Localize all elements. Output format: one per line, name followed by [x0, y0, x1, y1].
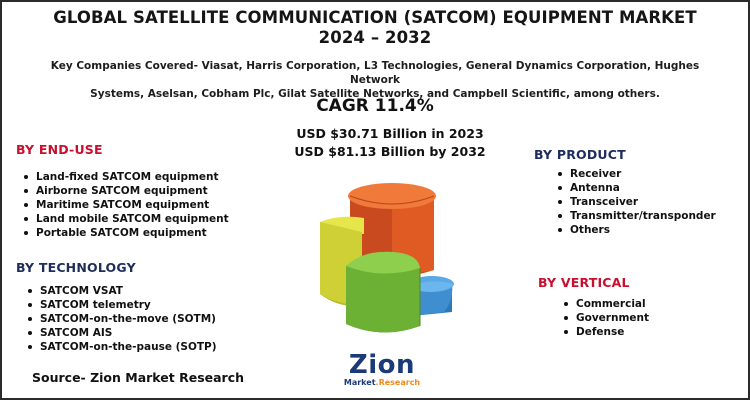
- logo-wordmark: Zion: [348, 350, 416, 380]
- bullet-icon: [28, 303, 32, 307]
- list-item: Airborne SATCOM equipment: [22, 184, 229, 198]
- list-item: Government: [562, 311, 649, 325]
- title-line-2: 2024 – 2032: [318, 28, 432, 47]
- technology-list: SATCOM VSAT SATCOM telemetry SATCOM-on-t…: [26, 284, 217, 354]
- technology-heading: BY TECHNOLOGY: [16, 260, 136, 275]
- market-value-2032: USD $81.13 Billion by 2032: [294, 144, 486, 159]
- title-line-1: GLOBAL SATELLITE COMMUNICATION (SATCOM) …: [53, 8, 697, 27]
- market-value-2023: USD $30.71 Billion in 2023: [296, 126, 484, 141]
- list-item: SATCOM AIS: [26, 326, 217, 340]
- list-item: SATCOM VSAT: [26, 284, 217, 298]
- list-item: Land mobile SATCOM equipment: [22, 212, 229, 226]
- bullet-icon: [558, 214, 562, 218]
- end-use-heading: BY END-USE: [16, 142, 103, 157]
- list-item: Maritime SATCOM equipment: [22, 198, 229, 212]
- vertical-heading: BY VERTICAL: [538, 275, 630, 290]
- bullet-icon: [564, 316, 568, 320]
- bullet-icon: [564, 330, 568, 334]
- bullet-icon: [558, 200, 562, 204]
- list-item: Antenna: [556, 181, 716, 195]
- bullet-icon: [28, 345, 32, 349]
- bullet-icon: [24, 231, 28, 235]
- bullet-icon: [28, 317, 32, 321]
- bullet-icon: [558, 228, 562, 232]
- list-item: Transmitter/transponder: [556, 209, 716, 223]
- bullet-icon: [24, 175, 28, 179]
- end-use-list: Land-fixed SATCOM equipment Airborne SAT…: [22, 170, 229, 240]
- key-companies-text: Key Companies Covered- Viasat, Harris Co…: [32, 59, 718, 101]
- bullet-icon: [24, 189, 28, 193]
- list-item: Commercial: [562, 297, 649, 311]
- list-item: SATCOM telemetry: [26, 298, 217, 312]
- list-item: Portable SATCOM equipment: [22, 226, 229, 240]
- bullet-icon: [28, 331, 32, 335]
- list-item: Transceiver: [556, 195, 716, 209]
- bullet-icon: [28, 289, 32, 293]
- bullet-icon: [564, 302, 568, 306]
- bullet-icon: [558, 186, 562, 190]
- product-heading: BY PRODUCT: [534, 147, 626, 162]
- key-companies-line-1: Key Companies Covered- Viasat, Harris Co…: [50, 60, 700, 86]
- list-item: SATCOM-on-the-move (SOTM): [26, 312, 217, 326]
- pie-chart-illustration: [320, 183, 454, 333]
- key-companies-line-2: Systems, Aselsan, Cobham Plc, Gilat Sate…: [90, 88, 660, 100]
- blue-slice: [410, 276, 454, 316]
- list-item: Receiver: [556, 167, 716, 181]
- cagr-value: CAGR 11.4%: [316, 96, 434, 116]
- list-item: Land-fixed SATCOM equipment: [22, 170, 229, 184]
- list-item: SATCOM-on-the-pause (SOTP): [26, 340, 217, 354]
- source-note: Source- Zion Market Research: [32, 370, 245, 385]
- list-item: Defense: [562, 325, 649, 339]
- bullet-icon: [24, 217, 28, 221]
- page-title: GLOBAL SATELLITE COMMUNICATION (SATCOM) …: [2, 8, 748, 48]
- vertical-list: Commercial Government Defense: [562, 297, 649, 339]
- list-item: Others: [556, 223, 716, 237]
- bullet-icon: [558, 172, 562, 176]
- zion-logo: Zion Market.Research: [337, 350, 427, 398]
- bullet-icon: [24, 203, 28, 207]
- green-slice: [346, 251, 421, 333]
- product-list: Receiver Antenna Transceiver Transmitter…: [556, 167, 716, 237]
- logo-tagline: Market.Research: [343, 378, 421, 387]
